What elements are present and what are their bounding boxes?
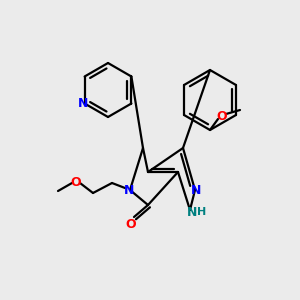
Text: N: N: [124, 184, 134, 196]
Text: H: H: [197, 207, 207, 217]
Text: O: O: [71, 176, 81, 190]
Text: O: O: [217, 110, 227, 122]
Text: N: N: [187, 206, 197, 218]
Text: N: N: [77, 97, 88, 110]
Text: O: O: [126, 218, 136, 232]
Text: N: N: [191, 184, 201, 196]
